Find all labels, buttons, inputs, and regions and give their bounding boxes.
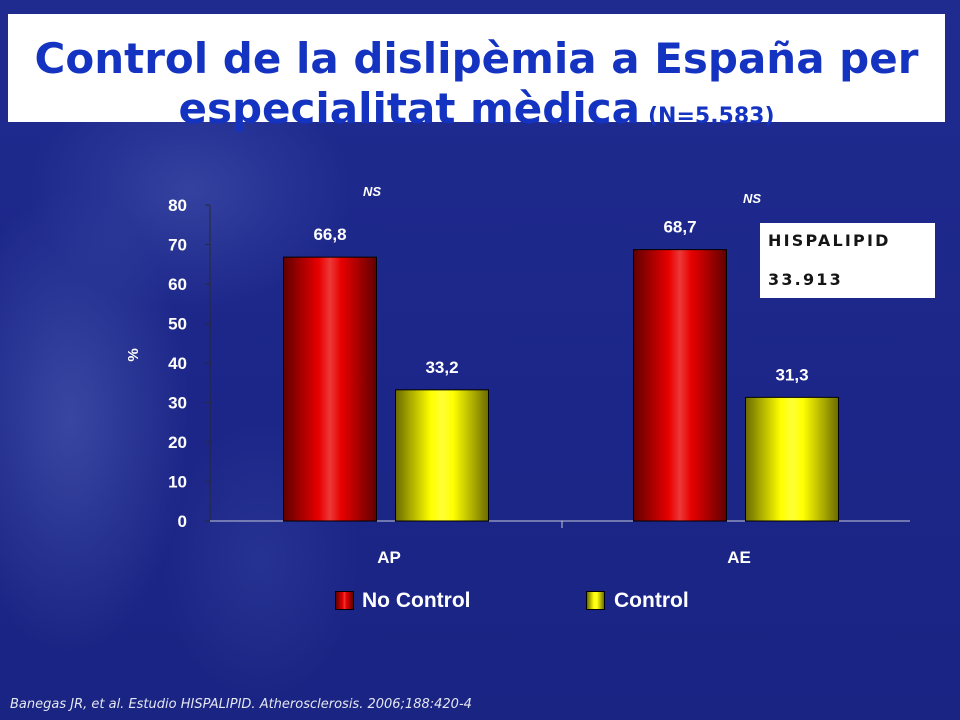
bar-control-ae [745, 396, 839, 522]
legend-swatch-control [586, 591, 605, 610]
y-tick-label-30: 30 [168, 394, 187, 413]
y-tick-label-40: 40 [168, 354, 187, 373]
slide-title-text-2: especialitat mèdica [178, 84, 640, 133]
ns-annotation-ap: NS [363, 184, 381, 199]
citation-footer: Banegas JR, et al. Estudio HISPALIPID. A… [10, 697, 472, 712]
y-tick-label-70: 70 [168, 236, 187, 255]
bar-control-ap [395, 389, 489, 522]
slide-title-text-1: Control de la dislipèmia a España per [34, 34, 919, 83]
legend-label-no-control: No Control [362, 589, 471, 612]
y-tick-label-0: 0 [178, 512, 187, 531]
y-tick-label-50: 50 [168, 315, 187, 334]
data-label-control-ap: 33,2 [425, 358, 458, 377]
study-info-box: HISPALIPID 33.913 [760, 223, 935, 298]
data-label-control-ae: 31,3 [775, 365, 808, 384]
study-name: HISPALIPID [768, 231, 891, 250]
bar-no-control-ap [283, 256, 377, 522]
slide-title-line-1: Control de la dislipèmia a España per [8, 34, 945, 84]
y-axis-label: % [125, 348, 142, 361]
slide-title-line-2: especialitat mèdica (N=5.583) [8, 84, 945, 142]
y-tick-label-10: 10 [168, 473, 187, 492]
legend-label-control: Control [614, 589, 689, 612]
legend-swatch-no-control [335, 591, 354, 610]
study-count: 33.913 [768, 270, 843, 289]
ns-annotation-ae: NS [743, 191, 761, 206]
x-tick-label-ap: AP [377, 548, 401, 567]
y-tick-label-60: 60 [168, 275, 187, 294]
sample-size: (N=5.583) [647, 104, 775, 129]
x-tick-label-ae: AE [727, 548, 751, 567]
title-box: Control de la dislipèmia a España per es… [8, 14, 945, 133]
data-label-no-control-ap: 66,8 [313, 225, 346, 244]
y-tick-label-20: 20 [168, 433, 187, 452]
data-label-no-control-ae: 68,7 [663, 218, 696, 237]
bar-no-control-ae [633, 249, 727, 522]
y-tick-label-80: 80 [168, 196, 187, 215]
